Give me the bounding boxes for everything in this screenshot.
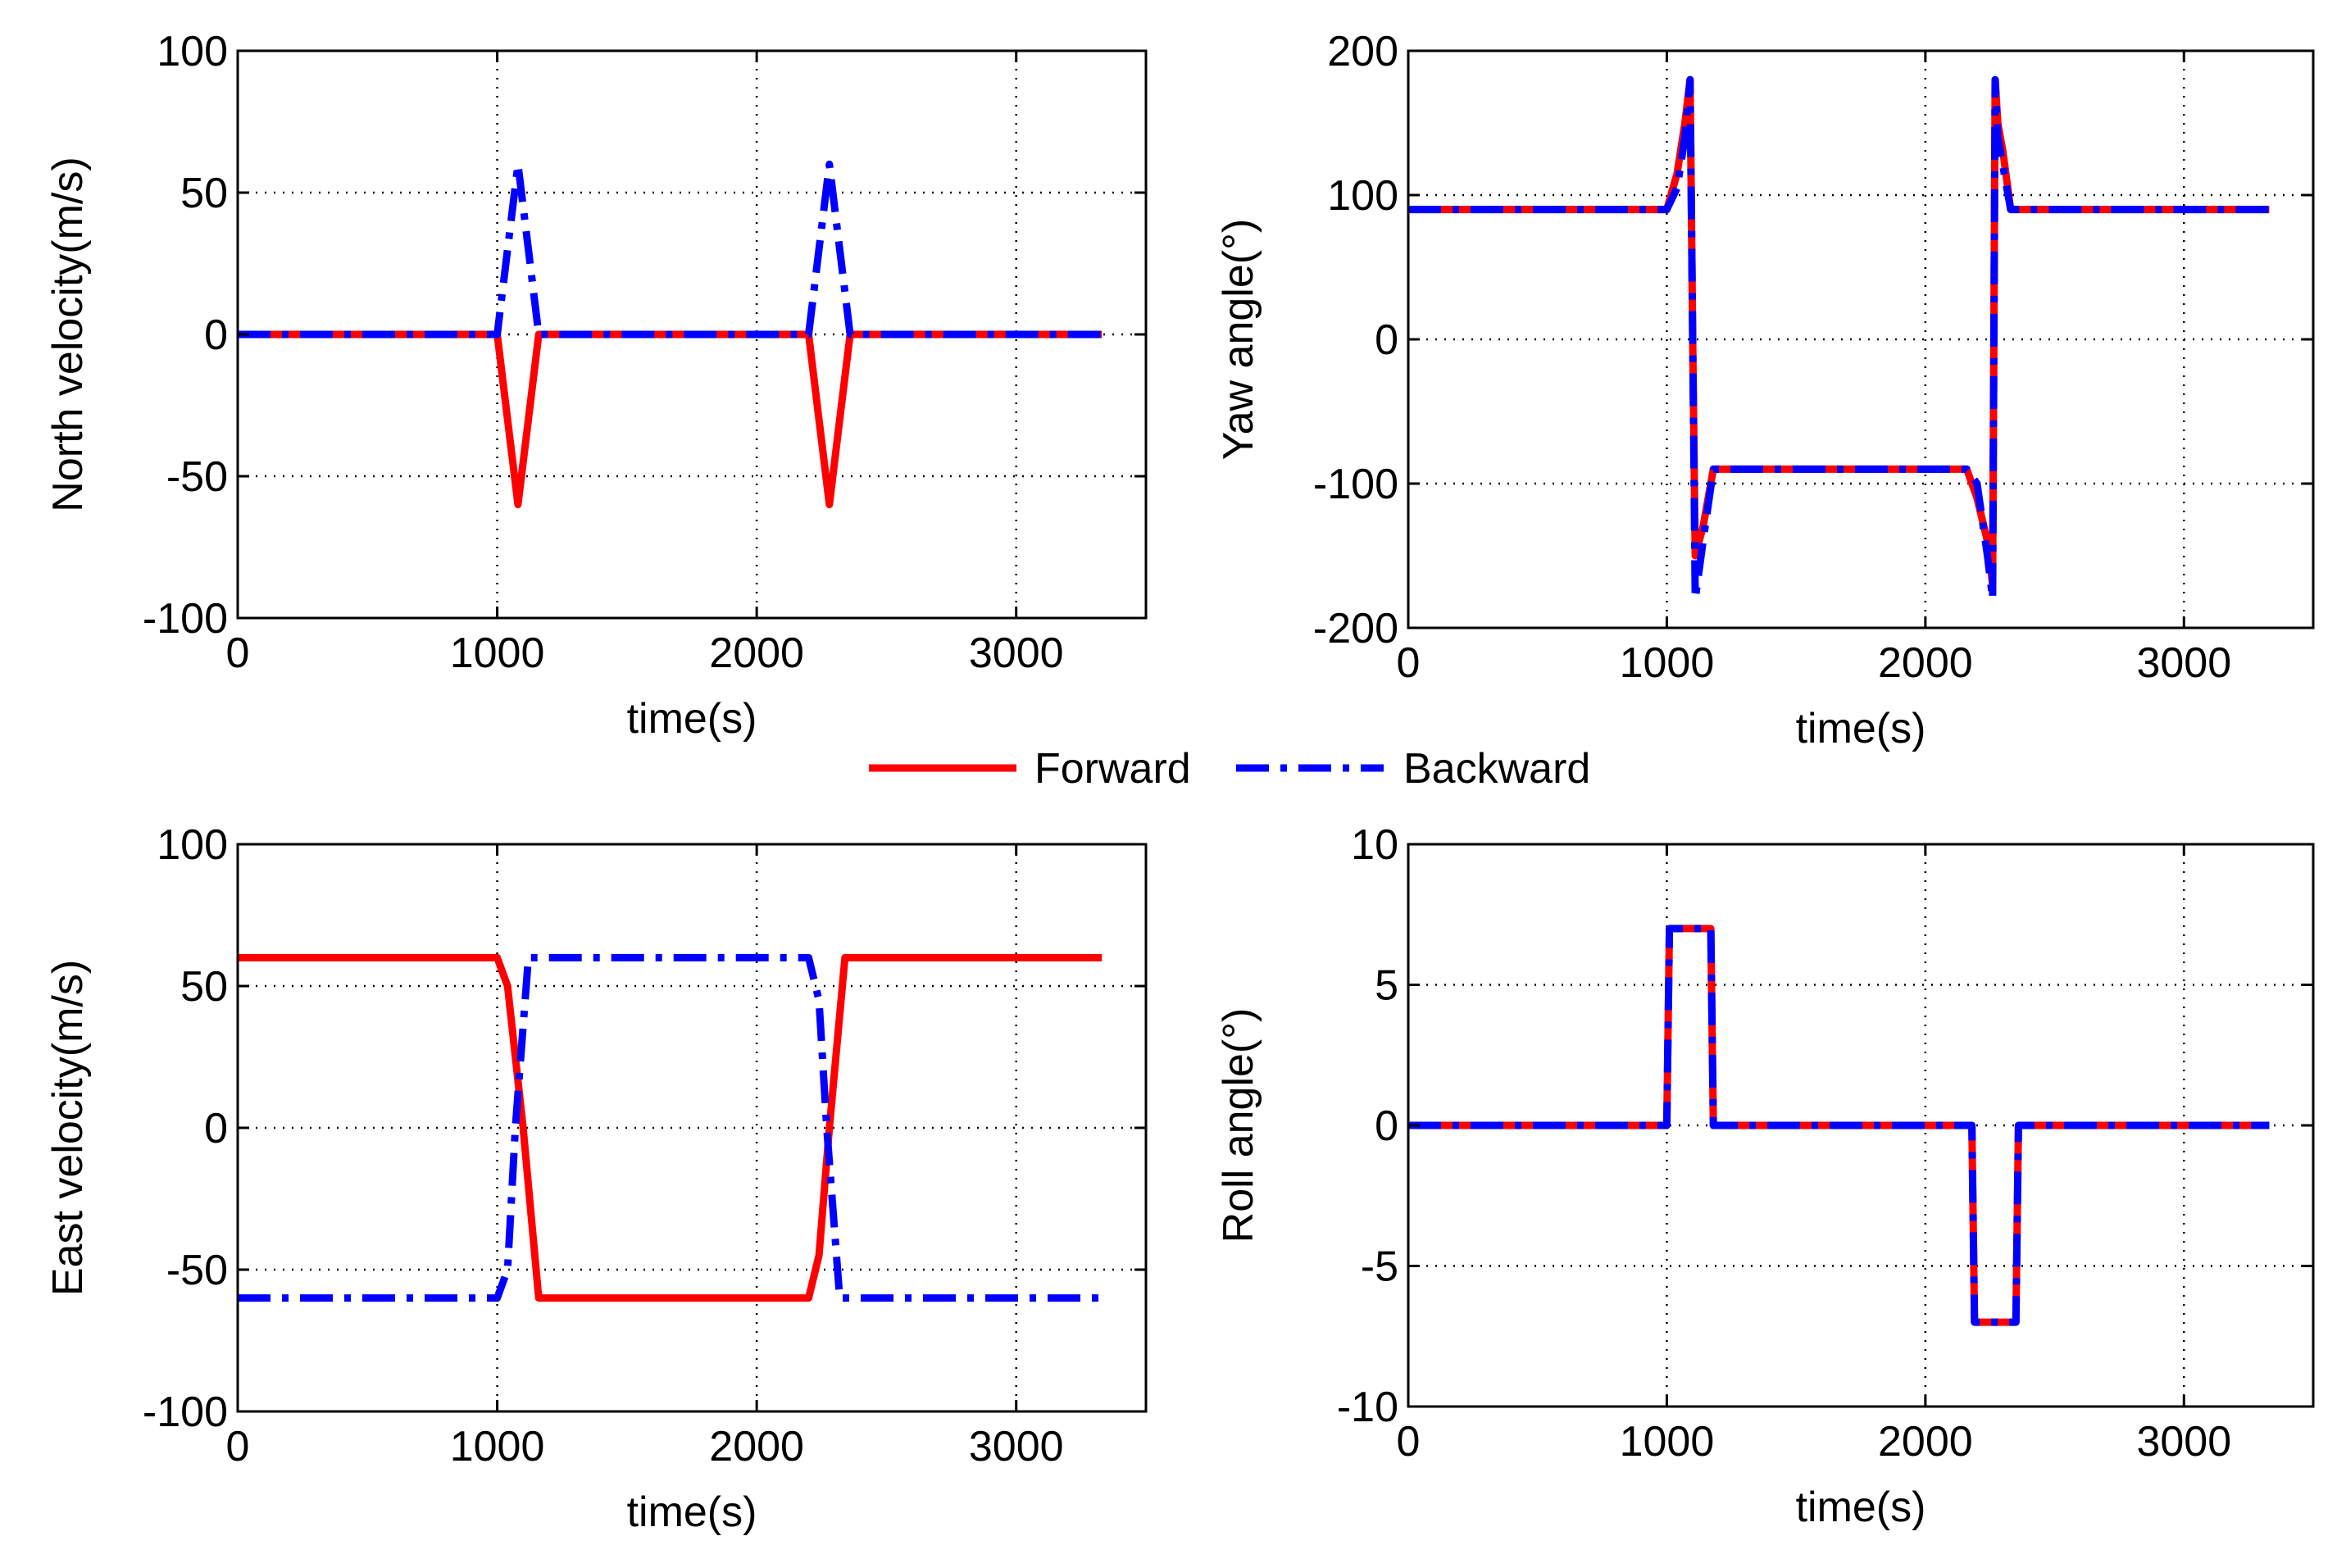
legend-label-backward: Backward — [1403, 745, 1590, 793]
y-tick-label: -200 — [1313, 605, 1398, 652]
x-tick-label: 2000 — [1878, 639, 1973, 687]
y-axis-label: Yaw angle(°) — [1215, 219, 1262, 460]
legend-label-forward: Forward — [1034, 745, 1191, 793]
y-tick-label: 100 — [1327, 172, 1398, 220]
y-tick-label: 50 — [180, 963, 228, 1011]
x-tick-label: 3000 — [969, 629, 1064, 677]
y-tick-label: 0 — [1375, 316, 1398, 364]
x-tick-label: 1000 — [1620, 639, 1715, 687]
chart-north-velocity: 0 1000 2000 3000 -100 -50 0 50 100 time(s) North v… — [44, 28, 1148, 743]
x-tick-label: 0 — [1397, 1418, 1421, 1466]
y-tick-label: 100 — [157, 821, 228, 869]
y-tick-label: 0 — [204, 1105, 228, 1152]
x-tick-label: 1000 — [450, 1423, 545, 1470]
y-tick-label: 5 — [1375, 962, 1398, 1010]
x-tick-label: 2000 — [709, 1423, 804, 1470]
y-tick-label: 0 — [204, 311, 228, 359]
series-line-backward — [1408, 925, 2270, 1326]
x-tick-label: 0 — [226, 629, 250, 677]
y-tick-label: -100 — [1313, 461, 1398, 508]
x-axis-label: time(s) — [1796, 1484, 1926, 1531]
series-line-forward — [238, 330, 1103, 509]
x-tick-label: 3000 — [969, 1423, 1064, 1470]
y-axis-label: East velocity(m/s) — [44, 960, 92, 1296]
x-tick-label: 1000 — [1620, 1418, 1715, 1466]
chart-east-velocity: 0 1000 2000 3000 -100 -50 0 50 100 time(s) East ve… — [44, 821, 1148, 1536]
plot-area — [238, 844, 1146, 1411]
y-tick-label: -50 — [166, 1247, 228, 1294]
series-line-backward — [238, 953, 1103, 1302]
y-tick-label: -10 — [1337, 1384, 1398, 1431]
y-tick-label: 100 — [157, 28, 228, 75]
y-tick-label: -100 — [143, 595, 228, 643]
x-tick-label: 3000 — [2136, 1418, 2231, 1466]
x-tick-label: 3000 — [2136, 639, 2231, 687]
y-axis-label: Roll angle(°) — [1215, 1008, 1262, 1243]
series-line-backward — [238, 160, 1103, 339]
y-tick-label: 50 — [180, 170, 228, 217]
x-axis-label: time(s) — [627, 1488, 757, 1536]
y-tick-label: -100 — [143, 1388, 228, 1436]
series-line-forward — [238, 953, 1103, 1302]
y-tick-label: -50 — [166, 453, 228, 501]
chart-yaw-angle: 0 1000 2000 3000 -200 -100 0 100 200 time(s) Yaw a… — [1215, 28, 2315, 752]
x-axis-label: time(s) — [627, 695, 757, 743]
legend: Forward Backward — [869, 745, 1590, 793]
y-tick-label: 0 — [1375, 1102, 1398, 1150]
x-axis-label: time(s) — [1796, 705, 1926, 752]
y-tick-label: 10 — [1351, 821, 1398, 869]
x-tick-label: 0 — [1397, 639, 1421, 687]
x-tick-label: 0 — [226, 1423, 250, 1470]
x-tick-label: 1000 — [450, 629, 545, 677]
y-tick-label: -5 — [1361, 1243, 1398, 1291]
y-tick-label: 200 — [1327, 28, 1398, 75]
x-tick-label: 2000 — [709, 629, 804, 677]
y-axis-label: North velocity(m/s) — [44, 157, 92, 511]
chart-roll-angle: 0 1000 2000 3000 -10 -5 0 5 10 time(s) Roll angle(… — [1215, 821, 2315, 1531]
series-line-backward — [1408, 75, 2270, 603]
x-tick-label: 2000 — [1878, 1418, 1973, 1466]
